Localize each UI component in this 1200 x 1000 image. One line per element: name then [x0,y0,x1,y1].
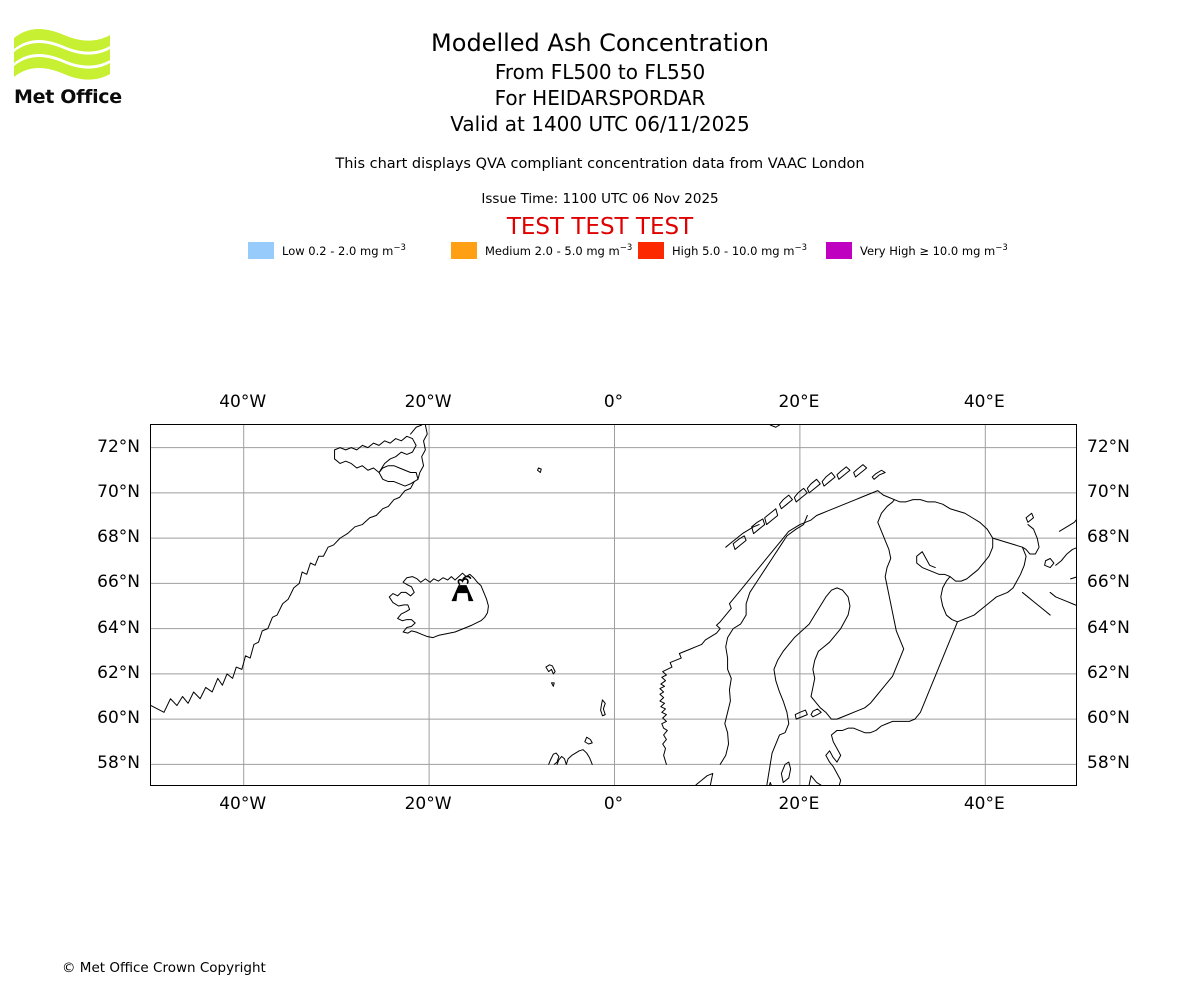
lon-tick-bottom-0: 40°W [219,794,267,814]
coastline-segment [766,587,844,785]
coastline-segment [810,708,822,718]
coastline-segment [545,664,556,675]
legend-label-medium: Medium 2.0 - 5.0 mg m−3 [485,243,633,258]
logo-wordmark: Met Office [14,86,122,108]
map-coastlines [151,425,1076,785]
legend-swatch-medium [451,242,477,259]
lat-tick-right-3: 64°N [1087,617,1130,638]
lat-tick-left-4: 66°N [97,572,140,593]
lat-tick-left-7: 72°N [97,436,140,457]
concentration-legend: Low 0.2 - 2.0 mg m−3 Medium 2.0 - 5.0 mg … [248,241,1008,263]
legend-label-high: High 5.0 - 10.0 mg m−3 [672,243,807,258]
legend-swatch-very-high [826,242,852,259]
lat-tick-right-6: 70°N [1087,481,1130,502]
coastline-segment [751,518,766,535]
met-office-logo: Met Office [12,26,122,111]
legend-label-very-high: Very High ≥ 10.0 mg m−3 [860,243,1008,258]
coastline-segment [1021,524,1040,555]
met-office-waves-icon [14,29,110,80]
lat-tick-left-6: 70°N [97,481,140,502]
coastline-segment [732,535,747,550]
coastline-segment [769,425,781,428]
coastline-segment [410,425,423,435]
map-gridlines [151,425,1076,785]
coastline-segment [810,499,905,720]
volcano-name-line: For HEIDARSPORDAR [494,86,706,110]
lat-tick-left-3: 64°N [97,617,140,638]
coastline-segment [793,487,808,503]
qva-note: This chart displays QVA compliant concen… [335,156,865,172]
map-canvas [151,425,1076,785]
lat-tick-right-1: 60°N [1087,708,1130,729]
map-frame [150,424,1077,786]
coastline-segment [659,490,907,765]
coastline-segment [808,621,958,785]
coastline-segment [940,537,1027,623]
coastline-segment [806,478,821,494]
lon-tick-bottom-1: 20°W [404,794,452,814]
lon-tick-top-2: 0° [603,392,624,412]
legend-swatch-high [638,242,664,259]
test-banner: TEST TEST TEST [506,214,694,240]
page-title: Modelled Ash Concentration [431,29,769,57]
coastline-segment [853,464,868,478]
coastline-segment [764,508,779,526]
legend-label-low: Low 0.2 - 2.0 mg m−3 [282,243,406,258]
coastline-segment [556,755,567,765]
coastline-segment [1021,591,1051,616]
coastline-segment [779,494,793,510]
volcano-marker [451,575,474,602]
valid-time-line: Valid at 1400 UTC 06/11/2025 [450,112,750,136]
lat-tick-left-5: 68°N [97,527,140,548]
coastline-segment [600,699,606,717]
lat-tick-left-2: 62°N [97,662,140,683]
coastline-segment [548,752,560,765]
coastline-segment [719,515,808,765]
lon-tick-bottom-3: 20°E [778,794,820,814]
coastline-segment [388,572,489,639]
title-block: Modelled Ash Concentration From FL500 to… [0,28,1200,137]
coastline-segment [417,425,428,480]
coastline-segment [151,465,419,713]
lon-tick-bottom-4: 40°E [963,794,1005,814]
coastline-segment [780,761,792,783]
coastline-segment [1025,512,1034,523]
coastline-segment [905,499,994,582]
lon-tick-top-1: 20°W [404,392,452,412]
volcano-symbol-icon [451,575,474,602]
coastline-segment [1044,557,1055,569]
map-area: 40°W 40°W 20°W 20°W 0° 0° 20°E 20°E 40°E 40°E 58°N… [97,392,1130,814]
legend-swatch-low [248,242,274,259]
lon-tick-bottom-2: 0° [603,794,624,814]
coastline-segment [769,781,772,785]
issue-time: Issue Time: 1100 UTC 06 Nov 2025 [481,191,719,207]
coastline-segment [871,469,886,480]
coastline-segment [695,772,714,785]
coastline-segment [1049,591,1076,606]
coastline-segment [537,467,542,474]
coastline-segment [550,682,555,687]
lat-tick-right-2: 62°N [1087,662,1130,683]
coastline-segment [1055,547,1076,566]
coastline-segment [836,466,851,480]
coastline-segment [794,709,808,720]
flight-level-line: From FL500 to FL550 [494,60,706,84]
lat-tick-right-5: 68°N [1087,527,1130,548]
lat-tick-right-0: 58°N [1087,753,1130,774]
coastline-segment [725,524,760,548]
lon-tick-top-0: 40°W [219,392,267,412]
coastline-segment [334,435,417,474]
lon-tick-top-4: 40°E [963,392,1005,412]
lat-tick-left-1: 60°N [97,708,140,729]
coastline-segment [1058,519,1076,532]
lat-tick-left-0: 58°N [97,753,140,774]
coastline-segment [584,736,593,745]
lat-tick-right-4: 66°N [1087,572,1130,593]
coastline-segment [1070,576,1076,580]
copyright-footer: © Met Office Crown Copyright [62,960,266,976]
lat-tick-right-7: 72°N [1087,436,1130,457]
lon-tick-top-3: 20°E [778,392,820,412]
coastline-segment [821,472,836,487]
coastline-segment [565,749,593,765]
